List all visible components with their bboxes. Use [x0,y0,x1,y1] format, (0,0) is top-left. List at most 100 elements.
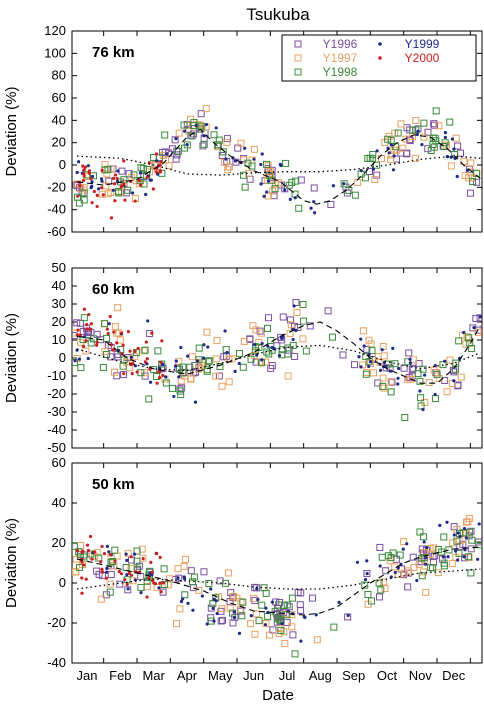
point-Y1998 [205,580,213,588]
point-Y1999 [77,357,81,361]
point-Y1997 [411,154,419,162]
point-Y1999 [380,348,384,352]
point-Y2000 [145,357,149,361]
point-Y1998 [210,131,218,139]
point-Y1996 [430,121,438,129]
y-tick-label: 0 [59,157,66,172]
point-Y2000 [143,360,147,364]
y-tick-label: -20 [47,179,66,194]
point-Y1999 [179,599,184,604]
point-Y1999 [433,392,437,397]
point-Y1997 [247,620,255,628]
point-Y2000 [87,171,91,175]
point-Y1996 [216,577,224,585]
point-Y1999 [359,365,363,369]
point-Y1999 [452,147,456,151]
point-Y1996 [409,553,417,561]
point-Y1996 [286,316,294,324]
point-Y1997 [164,581,172,589]
point-Y1998 [384,552,392,560]
point-Y1996 [403,150,411,158]
point-Y2000 [81,164,85,168]
point-Y1998 [362,370,370,378]
point-Y2000 [100,168,104,173]
point-Y1998 [387,136,395,144]
point-Y1999 [346,613,350,618]
point-Y1999 [280,622,284,626]
point-Y1997 [198,123,206,131]
point-Y2000 [159,360,163,364]
point-Y2000 [89,322,93,326]
point-Y1996 [363,345,371,353]
point-Y1997 [271,180,279,188]
point-Y1999 [90,180,94,184]
point-Y1999 [252,343,257,347]
point-Y1998 [433,370,441,378]
point-Y1996 [476,314,482,322]
point-Y1997 [174,565,182,573]
fit-curve-dotted [76,155,481,176]
panel-0: -60 -40 -20 0 20 40 60 80 100 120 Deviation (%) 76 … [3,23,483,239]
point-Y2000 [137,179,141,183]
point-Y2000 [80,550,84,554]
point-Y2000 [130,372,134,376]
point-Y1997 [359,361,367,369]
point-Y1996 [404,583,412,591]
point-Y1997 [394,570,402,578]
point-Y1998 [111,546,119,554]
point-Y1999 [260,152,264,156]
point-Y2000 [92,189,96,194]
point-Y1999 [359,168,363,173]
point-Y1999 [314,613,318,617]
point-Y2000 [82,172,86,176]
point-Y1999 [368,360,373,364]
point-Y1997 [262,358,270,366]
point-Y1997 [252,326,260,334]
point-Y1998 [219,148,227,156]
point-Y1999 [299,639,303,643]
point-Y1998 [330,623,338,631]
point-Y1997 [72,568,80,576]
point-Y1996 [285,603,293,611]
point-Y2000 [99,560,103,564]
point-Y1998 [130,171,138,179]
point-Y1997 [202,105,210,113]
legend-marker-Y1998 [294,68,302,76]
point-Y1996 [309,594,317,602]
point-Y1997 [380,578,388,586]
point-Y1996 [430,120,438,128]
point-Y1996 [172,155,180,163]
legend-marker-Y1996 [294,40,302,48]
point-Y2000 [144,340,148,344]
fit-curve-dotted [76,568,481,590]
point-Y1998 [263,324,271,332]
point-Y1997 [286,329,294,337]
point-Y1999 [262,194,266,199]
point-Y2000 [160,339,164,343]
point-Y1999 [86,164,90,168]
y-tick-label: 60 [52,90,66,105]
point-Y1997 [106,580,114,588]
point-Y1999 [286,609,290,613]
point-Y1999 [362,344,366,348]
point-Y1996 [215,372,223,380]
point-Y1999 [172,394,176,399]
point-Y1999 [342,181,346,186]
point-Y1996 [344,613,352,621]
point-Y1998 [76,550,84,558]
x-tick-label: Aug [309,668,332,683]
point-Y1998 [262,589,270,597]
y-tick-label: 30 [52,296,66,311]
point-Y1999 [283,188,287,192]
y-tick-label: 0 [59,575,66,590]
point-Y1998 [216,362,224,370]
point-Y1999 [104,570,109,574]
point-Y1997 [371,175,379,183]
point-Y1998 [372,161,380,169]
point-Y1999 [116,169,120,173]
point-Y2000 [136,346,140,351]
point-Y1998 [271,608,279,616]
point-Y2000 [128,349,132,353]
point-Y1996 [218,152,226,160]
point-Y1998 [124,186,132,194]
